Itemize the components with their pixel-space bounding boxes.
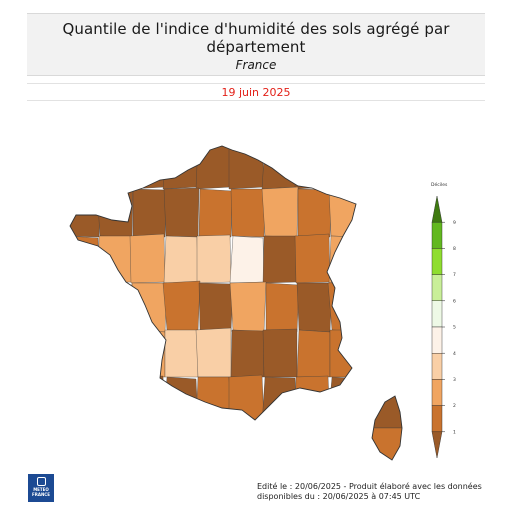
department-area <box>196 234 232 284</box>
legend-tick-label: 2 <box>453 403 456 409</box>
legend-color-swatch <box>431 353 443 380</box>
department-area <box>297 188 332 238</box>
department-area <box>131 282 168 333</box>
legend-color-swatch <box>431 195 443 223</box>
meteo-france-logo: METEO FRANCE <box>28 474 54 502</box>
logo-text-2: FRANCE <box>32 492 50 497</box>
map-title-panel: Quantile de l'indice d'humidité des sols… <box>27 13 485 76</box>
legend-tick-label: 4 <box>453 351 456 357</box>
department-area <box>70 329 100 378</box>
department-area <box>261 376 298 420</box>
department-area <box>329 329 356 378</box>
department-area <box>294 375 331 420</box>
department-area <box>294 146 331 190</box>
corsica-cells <box>372 396 402 460</box>
legend-color-swatch <box>431 405 443 433</box>
department-area <box>229 281 267 333</box>
legend-color-swatch <box>431 274 443 302</box>
department-area <box>96 146 133 190</box>
department-area <box>129 375 166 420</box>
department-area <box>262 235 298 284</box>
department-area <box>70 281 102 333</box>
france-outline <box>69 145 357 421</box>
department-area <box>327 376 356 420</box>
footer-credits: Edité le : 20/06/2025 - Produit élaboré … <box>257 482 507 502</box>
legend-tick-label: 7 <box>453 272 456 278</box>
department-area <box>70 146 100 190</box>
department-area <box>372 396 402 429</box>
legend-tick-label: 1 <box>453 429 456 435</box>
department-area <box>100 282 135 333</box>
legend-ticks: 1 2 3 4 5 6 7 8 9 <box>442 220 456 435</box>
legend-tick-label: 5 <box>453 325 456 331</box>
map-subtitle: France <box>235 58 277 72</box>
department-cells <box>70 146 356 420</box>
department-area <box>198 282 234 333</box>
department-area <box>195 327 232 378</box>
department-area <box>96 376 133 420</box>
department-area <box>97 328 133 378</box>
department-area <box>70 374 100 420</box>
footer-line-2: disponibles du : 20/06/2025 à 07:45 UTC <box>257 492 421 501</box>
footer-line-1: Edité le : 20/06/2025 - Produit élaboré … <box>257 482 482 491</box>
department-area <box>70 188 101 238</box>
map-date: 19 juin 2025 <box>27 83 485 101</box>
department-area <box>131 329 166 378</box>
department-area <box>198 188 233 238</box>
logo-mark-icon <box>36 477 46 486</box>
department-area <box>162 376 199 420</box>
department-area <box>163 235 199 284</box>
department-area <box>229 235 265 284</box>
legend-tick-label: 6 <box>453 298 456 304</box>
department-area <box>327 280 356 333</box>
legend-color-swatch <box>431 379 443 406</box>
legend-colorbar <box>431 195 443 459</box>
department-area <box>296 282 333 333</box>
department-area <box>129 146 166 190</box>
department-area <box>230 188 266 238</box>
legend-tick-label: 3 <box>453 377 456 383</box>
legend-color-swatch <box>431 221 443 249</box>
legend-color-swatch <box>431 431 443 459</box>
corsica-outline <box>371 395 403 461</box>
legend-tick-label: 8 <box>453 246 456 252</box>
department-area <box>97 235 133 284</box>
department-area <box>328 235 356 284</box>
department-area <box>132 188 167 238</box>
legend-color-swatch <box>431 248 443 275</box>
department-area <box>70 235 100 284</box>
department-area <box>162 280 201 333</box>
department-area <box>164 329 199 378</box>
legend-tick-label: 9 <box>453 220 456 226</box>
department-area <box>261 186 299 238</box>
legend-color-swatch <box>431 300 443 328</box>
department-area <box>262 328 298 378</box>
logo-text-1: METEO <box>33 487 49 492</box>
department-area <box>228 146 265 190</box>
decile-legend: Déciles 1 2 3 4 5 6 7 8 9 <box>431 181 456 459</box>
department-area <box>163 187 200 238</box>
map-title: Quantile de l'indice d'humidité des sols… <box>62 20 450 56</box>
department-area <box>327 146 356 190</box>
legend-title: Déciles <box>431 181 448 188</box>
department-area <box>129 233 166 284</box>
legend-color-swatch <box>431 326 443 354</box>
department-area <box>230 329 265 378</box>
department-area <box>162 146 199 190</box>
department-area <box>296 329 331 378</box>
department-area <box>265 282 300 333</box>
department-area <box>294 233 331 284</box>
department-area <box>96 186 134 238</box>
